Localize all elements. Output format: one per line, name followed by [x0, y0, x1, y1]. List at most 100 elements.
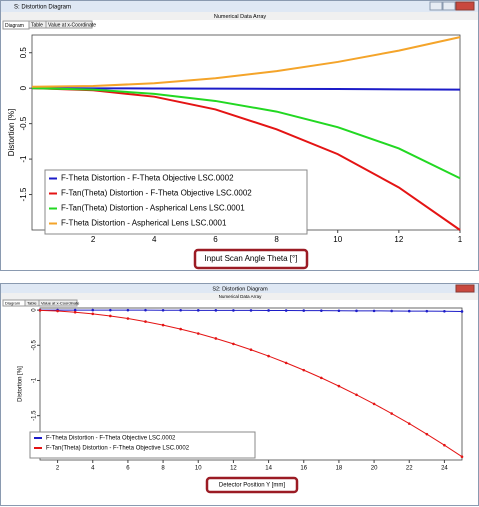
- tab-label: Diagram: [5, 301, 21, 306]
- series-marker: [355, 393, 358, 397]
- series-line: [31, 87, 461, 180]
- y-tick-label: 0.5: [19, 47, 28, 59]
- series-marker: [355, 309, 358, 313]
- maximize-button[interactable]: [442, 1, 456, 11]
- series-marker: [320, 376, 323, 380]
- x-tick-label: 22: [406, 466, 413, 472]
- legend: [44, 169, 308, 235]
- subtitle-bar: [1, 293, 478, 300]
- x-tick-label: 10: [333, 235, 342, 244]
- series-marker: [443, 310, 446, 313]
- y-tick-label: 0: [32, 308, 38, 312]
- series-marker: [196, 332, 200, 335]
- x-tick-label: 10: [195, 466, 202, 472]
- x-tick-label: 18: [336, 466, 343, 472]
- series-marker: [425, 432, 429, 436]
- x-tick-label: 4: [91, 466, 95, 472]
- legend-label: F-Theta Distortion - Aspherical Lens LSC…: [61, 219, 227, 228]
- x-tick-label: 1: [458, 235, 463, 244]
- series-line: [31, 87, 461, 91]
- series-marker: [407, 422, 411, 425]
- y-tick-label: -1.5: [32, 410, 38, 421]
- legend-label: F-Tan(Theta) Distortion - F-Theta Object…: [46, 446, 190, 452]
- window-title: S2: Distortion Diagram: [212, 286, 268, 292]
- window-title: S: Distortion Diagram: [14, 5, 71, 11]
- x-tick-label: 6: [213, 235, 218, 244]
- series-marker: [161, 323, 165, 327]
- series-marker: [267, 354, 270, 358]
- x-tick-label: 12: [230, 466, 237, 472]
- series-marker: [390, 412, 393, 415]
- x-tick-label: 14: [265, 466, 272, 472]
- series-marker: [161, 308, 165, 312]
- series-marker: [214, 309, 218, 312]
- series-marker: [425, 309, 429, 313]
- close-button[interactable]: [455, 284, 475, 293]
- series-marker: [372, 402, 376, 406]
- series-marker: [320, 309, 323, 312]
- tab-label: Value at x-Coordinate: [41, 301, 80, 306]
- tab-label: Table: [27, 301, 37, 306]
- series-marker: [302, 368, 306, 372]
- series-marker: [407, 309, 411, 313]
- series-marker: [214, 337, 218, 340]
- subtitle-bar: [1, 12, 478, 20]
- y-tick-label: -1: [32, 377, 38, 383]
- series-marker: [302, 309, 306, 312]
- y-tick-label: -1: [19, 155, 28, 163]
- legend-label: F-Tan(Theta) Distortion - F-Theta Object…: [61, 189, 252, 198]
- series-marker: [91, 308, 95, 312]
- tab[interactable]: [45, 20, 93, 29]
- series-line: [31, 36, 461, 88]
- y-axis-label: Distortion [%]: [7, 109, 16, 157]
- series-marker: [460, 455, 464, 458]
- legend-label: F-Theta Distortion - F-Theta Objective L…: [61, 174, 234, 183]
- x-tick-label: 2: [91, 235, 96, 244]
- series-marker: [196, 309, 200, 312]
- series-marker: [144, 320, 147, 323]
- legend: [29, 431, 256, 459]
- series-marker: [232, 342, 235, 346]
- series-marker: [109, 308, 112, 312]
- minimize-button[interactable]: [429, 1, 443, 11]
- series-marker: [460, 310, 464, 313]
- series-marker: [179, 327, 182, 331]
- x-axis-label-box: [193, 248, 309, 270]
- series-marker: [73, 310, 77, 314]
- x-tick-label: 8: [161, 466, 165, 472]
- series-marker: [337, 384, 341, 388]
- series-marker: [390, 309, 393, 313]
- legend-label: F-Tan(Theta) Distortion - Aspherical Len…: [61, 204, 245, 213]
- y-tick-label: 0: [19, 85, 28, 90]
- title-bar: [1, 1, 478, 12]
- tab[interactable]: [38, 299, 78, 307]
- series-marker: [232, 309, 235, 312]
- x-tick-label: 6: [126, 466, 130, 472]
- x-tick-label: 4: [152, 235, 157, 244]
- x-tick-label: 2: [56, 466, 60, 472]
- x-axis-label: Input Scan Angle Theta [°]: [205, 254, 298, 263]
- series-marker: [56, 309, 59, 313]
- tab-label: Diagram: [5, 23, 24, 29]
- tab-label: Value at x-Coordinate: [48, 22, 96, 28]
- y-axis-label: Distortion [%]: [18, 366, 24, 402]
- series-marker: [249, 348, 253, 352]
- x-tick-label: 12: [394, 235, 403, 244]
- series-marker: [284, 361, 288, 365]
- title-bar: [1, 284, 478, 293]
- x-tick-label: 16: [300, 466, 307, 472]
- tab-label: Table: [31, 22, 43, 28]
- series-marker: [91, 312, 95, 316]
- series-marker: [179, 308, 182, 312]
- close-button[interactable]: [455, 1, 475, 11]
- series-marker: [337, 309, 341, 313]
- subtitle: Numerical Data Array: [219, 294, 263, 299]
- series-marker: [73, 308, 77, 312]
- series-marker: [144, 308, 147, 312]
- series-marker: [38, 309, 42, 312]
- series-marker: [126, 308, 130, 312]
- x-tick-label: 20: [371, 466, 378, 472]
- series-line: [31, 87, 461, 231]
